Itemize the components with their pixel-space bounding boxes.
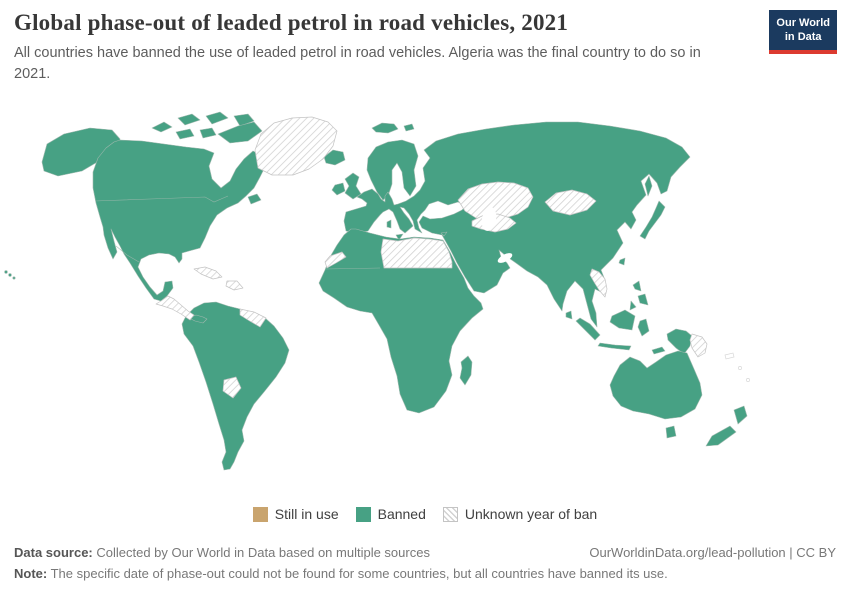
page-title: Global phase-out of leaded petrol in roa… — [14, 10, 569, 35]
legend-label: Banned — [377, 506, 426, 522]
chart-footer: Data source: Collected by Our World in D… — [14, 544, 836, 583]
legend-item-still-in-use[interactable]: Still in use — [252, 506, 339, 522]
country-shape-cyprus[interactable] — [440, 231, 448, 237]
country-shape-costa-rica-panama[interactable] — [188, 314, 208, 324]
country-shape-sulawesi[interactable] — [637, 318, 650, 337]
country-shape-timor[interactable] — [651, 346, 666, 355]
owid-logo-line1: Our World — [776, 17, 830, 29]
legend-label: Still in use — [274, 506, 339, 522]
country-shape-sumatra[interactable] — [575, 317, 601, 341]
legend-label: Unknown year of ban — [464, 506, 598, 522]
no-data-islands-layer — [724, 352, 750, 382]
country-shape-north-america[interactable] — [92, 139, 267, 302]
country-shape-great-britain[interactable] — [344, 172, 362, 200]
country-shape-philippines[interactable] — [629, 300, 637, 311]
country-shape-sakhalin[interactable] — [644, 175, 653, 197]
data-source-text: Collected by Our World in Data based on … — [92, 545, 430, 560]
caspian-sea — [481, 207, 497, 231]
still-in-use-swatch — [252, 506, 268, 522]
owid-logo-line2: in Data — [784, 31, 822, 44]
country-shape-java[interactable] — [597, 342, 632, 351]
country-shape-africa[interactable] — [318, 228, 484, 414]
country-shape-mongolia[interactable] — [544, 189, 597, 216]
country-shape-greenland[interactable] — [254, 116, 338, 176]
country-shape-sri-lanka[interactable] — [565, 310, 573, 320]
chart-header: Global phase-out of leaded petrol in roa… — [14, 6, 758, 85]
country-shape-new-zealand-north[interactable] — [733, 405, 748, 425]
pacific-island-speck — [724, 352, 735, 360]
pacific-island-speck — [738, 366, 742, 370]
owid-logo[interactable]: Our World in Data — [769, 10, 837, 54]
country-shape-scandinavia[interactable] — [366, 139, 419, 201]
unknown-year-swatch — [442, 506, 458, 522]
country-shape-laos-vietnam[interactable] — [589, 268, 608, 298]
note-label: Note: — [14, 566, 48, 582]
country-shape-western-sahara[interactable] — [324, 251, 347, 269]
us-canada-border — [94, 195, 229, 203]
country-shape-arctic-island[interactable] — [233, 113, 255, 127]
country-shape-svalbard[interactable] — [371, 122, 399, 134]
country-shape-sicily[interactable] — [395, 233, 404, 241]
country-shape-arctic-island[interactable] — [151, 121, 173, 133]
data-source-line: Data source: Collected by Our World in D… — [14, 544, 430, 562]
banned-swatch — [355, 506, 371, 522]
country-shape-papua-new-guinea[interactable] — [689, 333, 708, 358]
hawaii-island[interactable] — [4, 270, 8, 274]
legend-item-banned[interactable]: Banned — [355, 506, 426, 522]
country-shape-ireland[interactable] — [331, 182, 346, 196]
legend-item-unknown-year[interactable]: Unknown year of ban — [442, 506, 598, 522]
border-hints-layer — [94, 195, 381, 270]
country-shape-iceland[interactable] — [323, 149, 346, 166]
country-shape-taiwan[interactable] — [618, 257, 626, 266]
country-shape-philippines[interactable] — [637, 293, 649, 306]
country-shape-cuba[interactable] — [193, 266, 223, 280]
country-shape-australia[interactable] — [609, 350, 703, 420]
country-shape-west-papua[interactable] — [666, 328, 693, 355]
country-shape-guyana-suriname[interactable] — [239, 308, 267, 328]
country-shape-tasmania[interactable] — [665, 425, 677, 439]
country-shape-baffin-island[interactable] — [217, 121, 263, 144]
country-shape-new-zealand-south[interactable] — [705, 425, 737, 447]
country-shape-sardinia[interactable] — [386, 219, 392, 229]
persian-gulf — [497, 253, 513, 263]
country-shape-arctic-island[interactable] — [175, 128, 195, 140]
country-shape-libya-egypt[interactable] — [380, 237, 453, 269]
sea-layer — [481, 207, 513, 263]
country-shape-hispaniola[interactable] — [225, 280, 244, 291]
country-shape-central-america[interactable] — [155, 295, 195, 321]
country-shape-philippines[interactable] — [632, 280, 642, 292]
hawaii-island[interactable] — [8, 273, 12, 277]
country-shape-paraguay[interactable] — [222, 376, 242, 399]
country-shape-arctic-island[interactable] — [205, 111, 229, 125]
hawaii-island[interactable] — [12, 276, 16, 280]
pacific-island-speck — [746, 378, 750, 382]
chart-subtitle: All countries have banned the use of lea… — [14, 45, 701, 83]
country-shape-japan[interactable] — [639, 200, 666, 240]
note-text: The specific date of phase-out could not… — [47, 566, 668, 582]
banned-countries-layer — [4, 111, 748, 471]
citation-link[interactable]: OurWorldinData.org/lead-pollution | CC B… — [589, 545, 836, 560]
country-shape-arctic-island[interactable] — [177, 113, 201, 126]
country-shape-borneo[interactable] — [609, 309, 636, 331]
country-shape-arctic-island[interactable] — [199, 127, 217, 139]
country-shape-svalbard-east[interactable] — [403, 123, 415, 132]
country-shape-newfoundland[interactable] — [247, 193, 262, 205]
us-mexico-border — [115, 245, 140, 263]
data-source-label: Data source: — [14, 545, 93, 560]
country-shape-eurasia[interactable] — [343, 121, 691, 328]
sahara-border — [325, 267, 381, 270]
note-line: Note: The specific date of phase-out cou… — [14, 565, 836, 583]
country-shape-madagascar[interactable] — [459, 355, 473, 386]
unknown-year-countries-layer — [155, 116, 708, 399]
map-legend: Still in use Banned Unknown year of ban — [0, 506, 850, 522]
